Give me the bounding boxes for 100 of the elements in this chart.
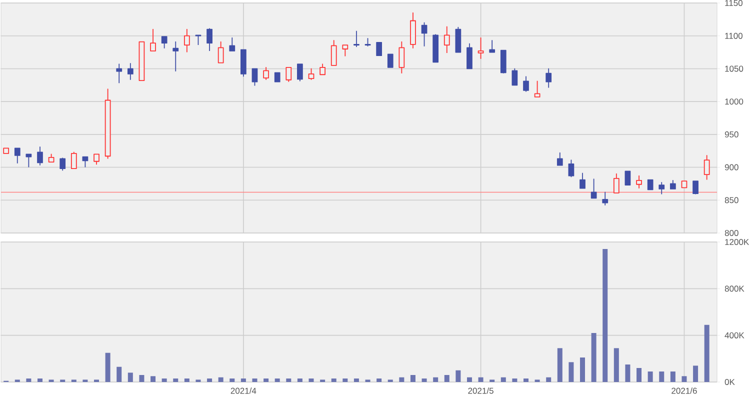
candlestick <box>387 54 394 68</box>
bar <box>240 378 246 382</box>
bar <box>693 366 698 382</box>
bar <box>444 375 450 382</box>
candlestick <box>252 68 258 86</box>
candlestick <box>421 22 428 47</box>
candlestick <box>274 72 280 82</box>
candlestick <box>670 180 676 190</box>
bar <box>173 378 178 382</box>
candlestick <box>308 68 314 80</box>
bar <box>546 377 552 382</box>
candlestick <box>613 173 620 194</box>
candlestick <box>354 30 360 48</box>
bar <box>218 377 224 382</box>
bar <box>614 348 619 382</box>
candlestick <box>636 175 642 189</box>
candlestick <box>195 34 202 46</box>
candlestick <box>398 41 405 74</box>
candlestick <box>568 160 574 178</box>
candlestick <box>297 64 303 82</box>
bar <box>512 378 518 382</box>
bar <box>500 377 506 382</box>
candlestick <box>150 28 156 52</box>
y-tick-label: 950 <box>724 131 738 138</box>
candlestick <box>161 36 168 49</box>
candlestick <box>432 34 439 63</box>
candlestick <box>546 68 552 88</box>
bar <box>591 333 596 382</box>
bar <box>128 372 133 382</box>
bar <box>523 378 528 382</box>
bar <box>331 378 336 382</box>
bar <box>354 378 359 382</box>
bar <box>399 377 404 382</box>
candlestick <box>320 64 326 76</box>
bar <box>308 378 314 382</box>
bar <box>264 378 269 382</box>
candlestick <box>172 41 179 72</box>
bar <box>602 249 608 382</box>
bar <box>682 376 687 382</box>
bar <box>478 377 484 382</box>
candlestick <box>410 12 416 49</box>
x-tick-label: 2021/6 <box>672 388 697 394</box>
y-tick-label: 1000 <box>725 98 744 105</box>
bar <box>230 378 235 382</box>
candlestick <box>60 158 66 172</box>
bar <box>580 358 586 382</box>
candlestick <box>184 28 190 53</box>
candlestick <box>48 154 54 162</box>
bar <box>37 378 42 382</box>
bar <box>466 377 472 382</box>
candlestick <box>466 43 472 70</box>
y-tick-label: 1200K <box>725 239 750 246</box>
candlestick <box>82 156 88 168</box>
candlestick <box>330 40 337 66</box>
x-tick-label: 2021/4 <box>230 388 256 394</box>
candlestick <box>116 64 122 84</box>
y-tick-label: 1050 <box>725 66 744 72</box>
candlestick <box>37 146 43 166</box>
candlestick <box>14 148 20 164</box>
candlestick <box>580 172 586 189</box>
bar <box>456 370 461 382</box>
bar <box>433 377 438 382</box>
candlestick <box>647 179 654 190</box>
candlestick <box>523 76 529 92</box>
y-tick-label: 900 <box>724 164 738 170</box>
y-tick-label: 850 <box>724 197 738 204</box>
y-tick-label: 400K <box>724 332 744 338</box>
bar <box>659 371 664 382</box>
bar <box>636 368 642 382</box>
candlestick <box>489 40 496 53</box>
candlestick <box>94 154 100 166</box>
candlestick <box>138 41 145 81</box>
bar <box>568 362 574 382</box>
bar <box>184 378 190 382</box>
candlestick <box>376 42 382 56</box>
candlestick <box>263 66 269 80</box>
y-tick-label: 0K <box>724 378 735 386</box>
bar <box>625 364 630 382</box>
y-tick-label: 800K <box>724 286 744 292</box>
bar <box>648 371 653 382</box>
bar <box>286 378 292 382</box>
bar <box>422 378 427 382</box>
bar <box>274 378 280 382</box>
candlestick <box>218 41 224 64</box>
candlestick <box>26 154 32 168</box>
candlestick <box>624 170 631 186</box>
bar <box>342 378 348 382</box>
candlestick <box>127 63 134 80</box>
candlestick <box>342 44 348 57</box>
bar <box>557 348 562 382</box>
bar <box>139 375 144 382</box>
bar <box>376 378 382 382</box>
bar <box>116 366 122 382</box>
candlestick <box>602 192 608 206</box>
bar <box>410 375 416 382</box>
candlestick <box>556 152 563 166</box>
bar <box>207 378 212 382</box>
candlestick <box>286 66 292 82</box>
bar <box>150 376 156 382</box>
candlestick <box>590 178 597 199</box>
